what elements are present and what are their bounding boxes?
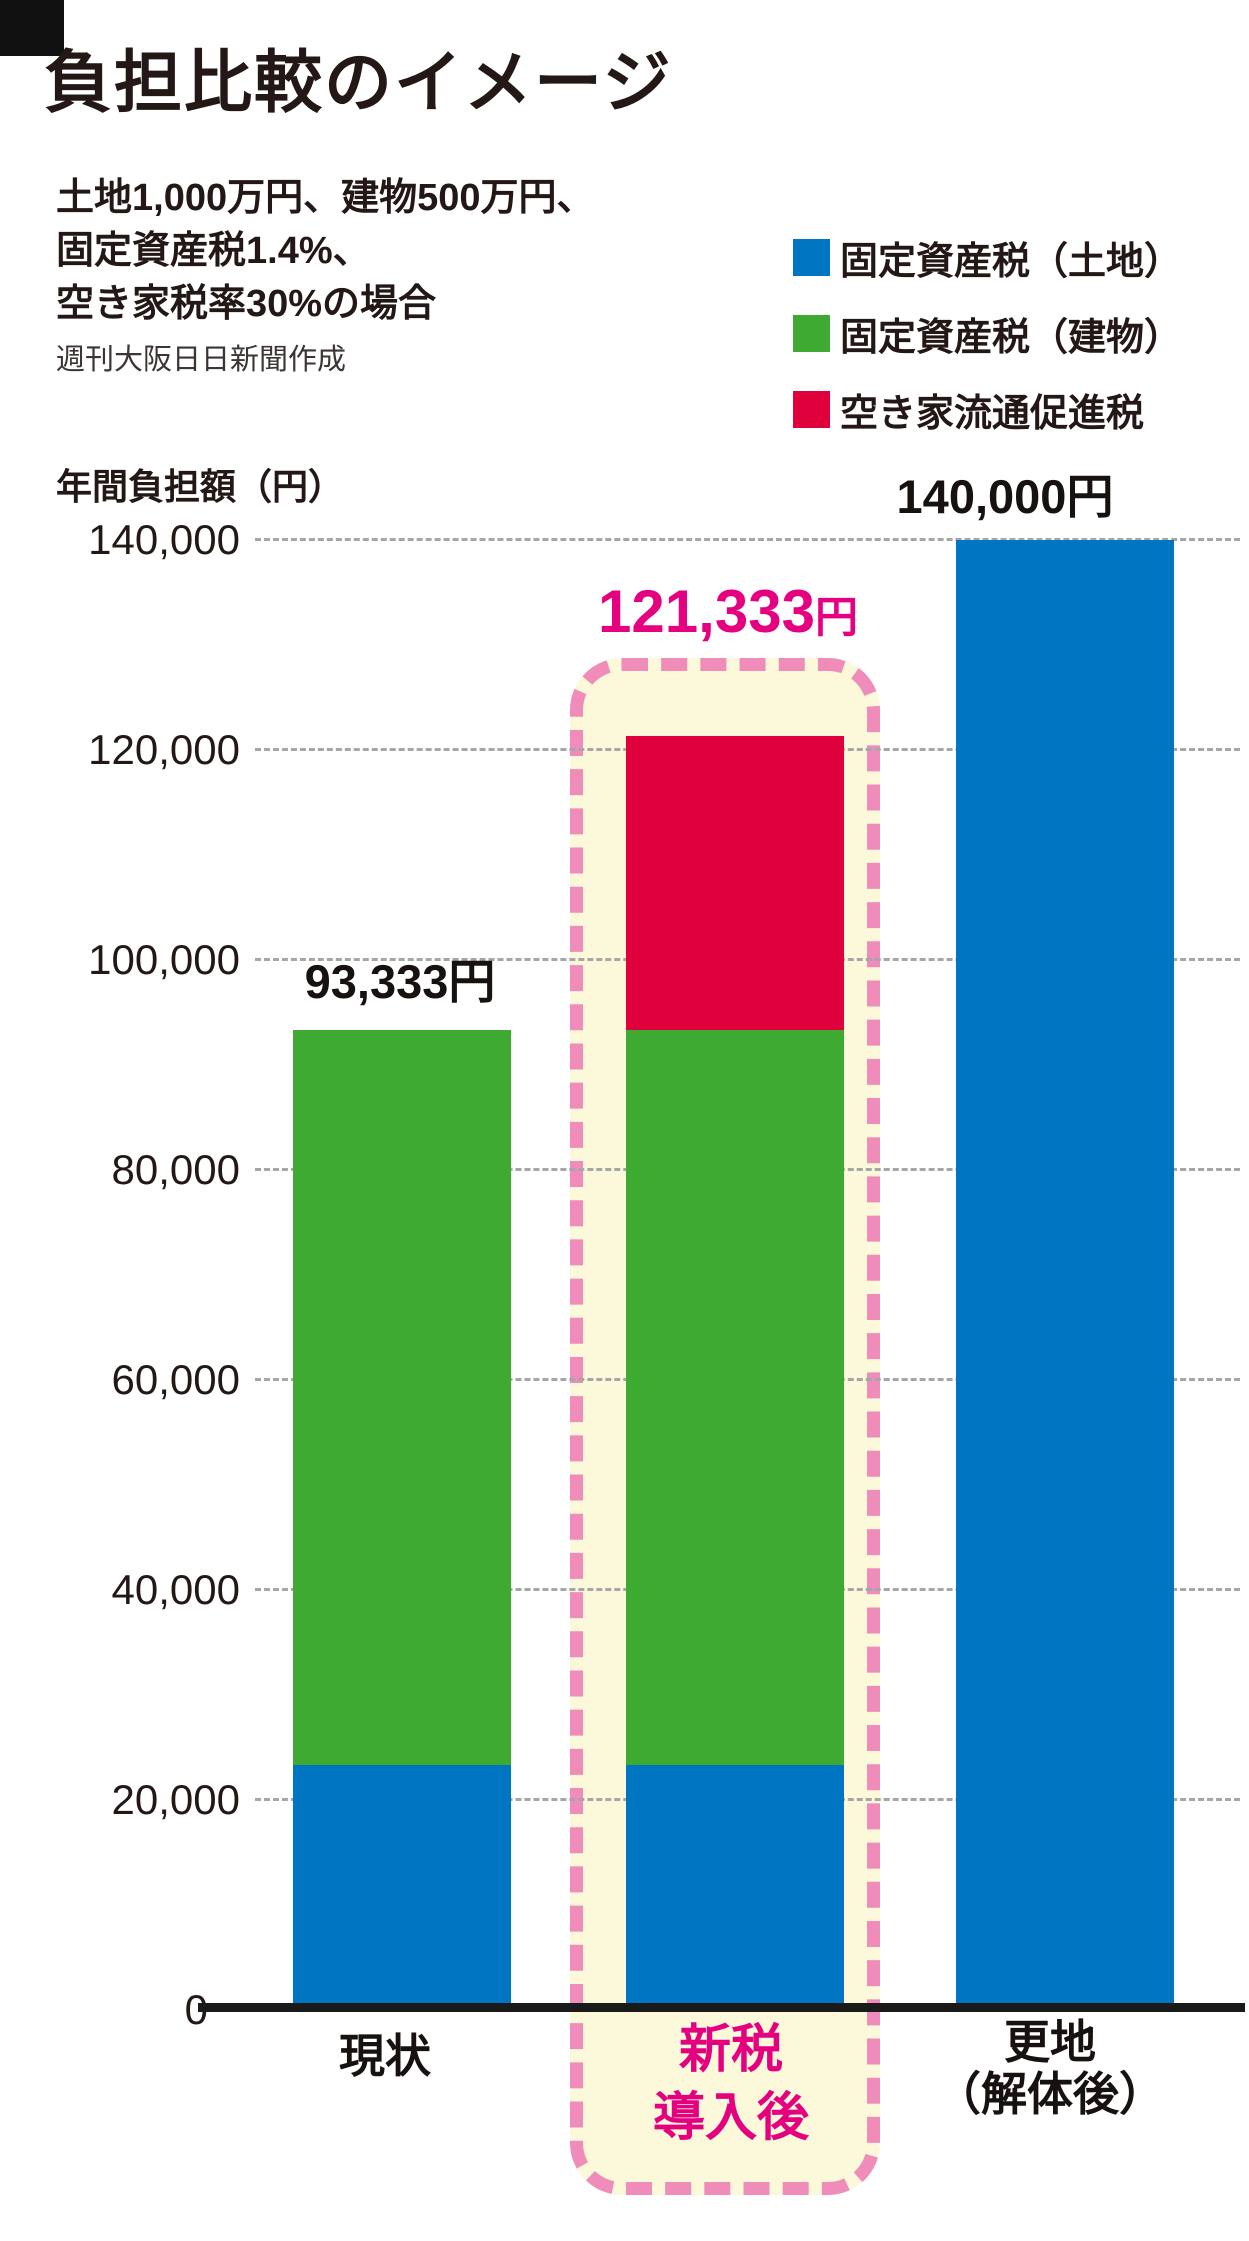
subtitle-line-3: 空き家税率30%の場合 xyxy=(56,283,437,325)
y-axis-label: 年間負担額（円） xyxy=(56,466,345,507)
subtitle-line-1: 土地1,000万円、建物500万円、 xyxy=(56,177,595,219)
bar-total-label: 140,000円 xyxy=(897,473,1114,520)
legend: 固定資産税（土地） 固定資産税（建物） 空き家流通促進税 xyxy=(793,230,1182,458)
legend-item-vacancy: 空き家流通促進税 xyxy=(793,382,1182,437)
bar-segment-building xyxy=(293,1030,511,1765)
corner-mark xyxy=(0,0,64,56)
x-category-label: 更地 （解体後） xyxy=(935,2016,1165,2120)
x-category-label-line: （解体後） xyxy=(935,2068,1165,2120)
y-tick-label: 120,000 xyxy=(88,726,240,773)
x-category-label-line: 更地 xyxy=(1004,2016,1096,2068)
x-category-label-line: 導入後 xyxy=(652,2089,810,2147)
legend-item-land: 固定資産税（土地） xyxy=(793,230,1182,285)
bar-total-label: 93,333円 xyxy=(305,958,496,1005)
x-category-label: 現状 xyxy=(339,2030,431,2082)
bar-segment-vacancy xyxy=(626,736,844,1030)
total-value: 93,333 xyxy=(304,955,449,1008)
legend-label-vacancy: 空き家流通促進税 xyxy=(840,393,1145,435)
x-axis-line xyxy=(198,2003,1245,2012)
y-tick-label: 0 xyxy=(184,1986,208,2033)
legend-swatch-vacancy xyxy=(793,391,830,428)
legend-label-building: 固定資産税（建物） xyxy=(840,317,1183,359)
y-tick-label: 140,000 xyxy=(88,516,240,563)
y-tick-label: 80,000 xyxy=(111,1146,240,1193)
x-category-label: 新税 導入後 xyxy=(653,2016,809,2152)
legend-item-building: 固定資産税（建物） xyxy=(793,306,1182,361)
total-unit: 円 xyxy=(448,955,496,1008)
y-tick-label: 20,000 xyxy=(111,1776,240,1823)
y-tick-label: 40,000 xyxy=(111,1566,240,1613)
y-tick-label: 60,000 xyxy=(111,1356,240,1403)
x-category-label-line: 新税 xyxy=(678,2021,784,2079)
chart-subtitle: 土地1,000万円、建物500万円、 固定資産税1.4%、 空き家税率30%の場… xyxy=(56,172,595,331)
subtitle-line-2: 固定資産税1.4%、 xyxy=(56,230,371,272)
chart-title: 負担比較のイメージ xyxy=(44,45,673,121)
bar-total-label: 121,333円 xyxy=(598,582,858,642)
total-value: 121,333 xyxy=(598,578,815,645)
bar-segment-building xyxy=(626,1030,844,1765)
source-credit: 週刊大阪日日新聞作成 xyxy=(56,344,347,376)
x-category-label-line: 現状 xyxy=(339,2030,431,2082)
bar-segment-land xyxy=(293,1765,511,2003)
total-value: 140,000 xyxy=(896,470,1067,523)
total-unit: 円 xyxy=(814,594,858,642)
legend-swatch-building xyxy=(793,315,830,352)
bar-segment-land xyxy=(626,1765,844,2003)
legend-label-land: 固定資産税（土地） xyxy=(840,241,1183,283)
y-tick-label: 100,000 xyxy=(88,936,240,983)
legend-swatch-land xyxy=(793,239,830,276)
bar-segment-land xyxy=(956,540,1174,2003)
total-unit: 円 xyxy=(1066,470,1114,523)
gridline xyxy=(255,538,1240,541)
